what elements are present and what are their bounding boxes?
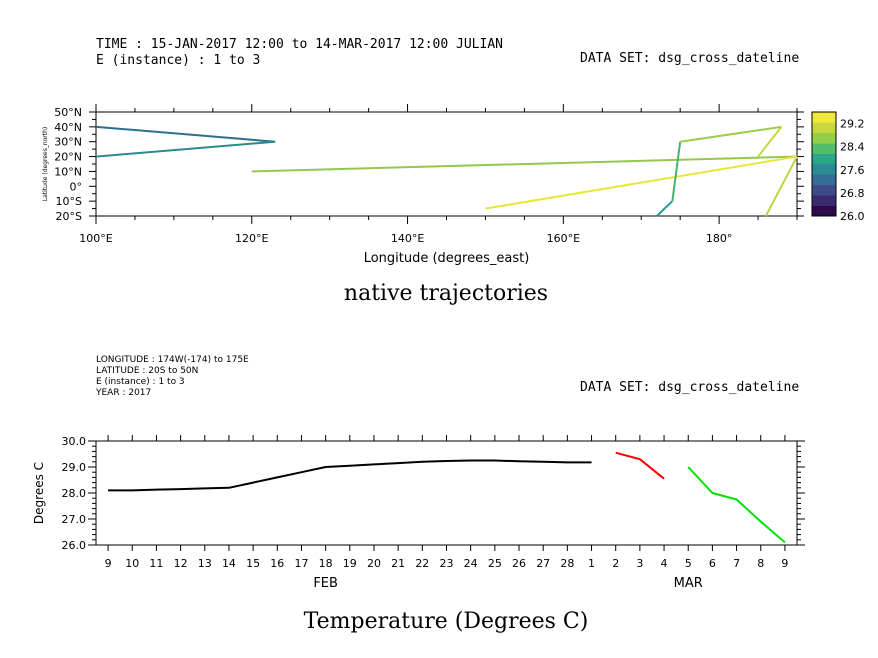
ts-day-label: 5	[685, 557, 692, 570]
trajectory-segment	[757, 126, 783, 158]
ts-day-label: 14	[222, 557, 236, 570]
ts-day-label: 12	[174, 557, 188, 570]
ts-y-tick-label: 29.0	[62, 461, 87, 474]
ts-y-tick-label: 30.0	[62, 435, 87, 448]
ts-day-label: 11	[149, 557, 163, 570]
ts-day-label: 21	[391, 557, 405, 570]
colorbar-label: 26.0	[840, 210, 865, 223]
colorbar-swatch	[812, 153, 836, 165]
ts-day-label: 16	[270, 557, 284, 570]
ts-day-label: 1	[588, 557, 595, 570]
trajectory-segment	[95, 125, 276, 143]
map-x-tick-label: 180°	[706, 232, 733, 245]
trajectory-segment	[680, 125, 782, 143]
colorbar-frame	[811, 111, 837, 217]
temperature-series-line	[615, 451, 665, 480]
ts-month-label: MAR	[674, 576, 703, 591]
trajectory-segment	[671, 141, 682, 202]
trajectory-segment	[656, 200, 674, 217]
colorbar-label: 26.8	[840, 187, 865, 200]
trajectory-segment	[251, 155, 798, 173]
trajectory-segment	[764, 156, 798, 217]
ts-day-label: 6	[709, 557, 716, 570]
ts-day-label: 9	[781, 557, 788, 570]
ts-day-label: 25	[488, 557, 502, 570]
map-y-tick-label: 10°N	[54, 165, 82, 178]
ts-day-label: 28	[560, 557, 574, 570]
ts-day-label: 7	[733, 557, 740, 570]
ts-day-label: 22	[415, 557, 429, 570]
top-plot-title: native trajectories	[344, 281, 548, 306]
ts-day-label: 20	[367, 557, 381, 570]
ts-y-axis-label: Degrees C	[32, 462, 46, 524]
colorbar-swatch	[812, 112, 836, 123]
ts-day-label: 3	[636, 557, 643, 570]
colorbar-swatch	[812, 122, 836, 134]
ts-day-label: 2	[612, 557, 619, 570]
map-x-tick-label: 120°E	[235, 232, 268, 245]
map-x-axis-label: Longitude (degrees_east)	[364, 251, 530, 266]
map-y-tick-label: 30°N	[54, 136, 82, 149]
ts-day-label: 27	[536, 557, 550, 570]
ts-day-label: 24	[464, 557, 478, 570]
ts-day-label: 18	[319, 557, 333, 570]
colorbar-swatch	[812, 174, 836, 186]
trajectory-segment	[485, 155, 798, 210]
ts-y-tick-label: 26.0	[62, 539, 87, 552]
map-y-tick-label: 0°	[70, 180, 83, 193]
ts-day-label: 4	[661, 557, 668, 570]
ts-day-label: 19	[343, 557, 357, 570]
ts-y-tick-label: 27.0	[62, 513, 87, 526]
map-y-tick-label: 20°S	[56, 210, 82, 223]
ts-month-label: FEB	[313, 576, 338, 591]
bottom-header-line-1: LONGITUDE : 174W(-174) to 175E	[96, 355, 249, 365]
temperature-series-line	[108, 459, 592, 492]
map-x-tick-label: 140°E	[391, 232, 424, 245]
ts-day-label: 8	[757, 557, 764, 570]
trajectory-map-plot: 100°E 120°E 140°E 160°E 180° 50°N 40°N 30°N 20°N…	[42, 104, 865, 266]
temperature-series-line	[687, 466, 786, 544]
top-time-header: TIME : 15-JAN-2017 12:00 to 14-MAR-2017 …	[96, 37, 503, 52]
map-frame	[95, 111, 798, 217]
colorbar-swatch	[812, 143, 836, 154]
colorbar-swatch	[812, 164, 836, 175]
ts-day-label: 26	[512, 557, 526, 570]
map-x-tick-label: 160°E	[547, 232, 580, 245]
map-y-tick-label: 10°S	[56, 195, 82, 208]
top-instance-header: E (instance) : 1 to 3	[96, 53, 260, 68]
bottom-plot-title: Temperature (Degrees C)	[304, 609, 589, 634]
ts-day-label: 13	[198, 557, 212, 570]
colorbar-label: 27.6	[840, 164, 865, 177]
ts-day-label: 10	[125, 557, 139, 570]
map-x-tick-label: 100°E	[79, 232, 112, 245]
map-y-axis-label: Latitude (degrees_north)	[42, 127, 49, 202]
colorbar-label: 29.2	[840, 118, 865, 131]
colorbar-label: 28.4	[840, 141, 865, 154]
ts-day-label: 9	[105, 557, 112, 570]
colorbar-swatch	[812, 205, 836, 217]
bottom-header-line-2: LATITUDE : 20S to 50N	[96, 366, 198, 376]
map-y-tick-label: 40°N	[54, 121, 82, 134]
trajectory-segment	[95, 140, 276, 158]
colorbar-swatch	[812, 184, 836, 196]
map-y-tick-label: 50°N	[54, 106, 82, 119]
ts-frame	[95, 440, 798, 546]
ts-day-label: 17	[294, 557, 308, 570]
bottom-header-line-3: E (instance) : 1 to 3	[96, 377, 185, 387]
temperature-timeseries-plot: 9 10 11 12 13 14 15 16 17 18 19 20 21 22 23 24 25 26 27 28 1…	[32, 435, 805, 591]
bottom-header-line-4: YEAR : 2017	[95, 388, 151, 398]
ts-day-label: 15	[246, 557, 260, 570]
top-dataset-label: DATA SET: dsg_cross_dateline	[580, 51, 799, 66]
bottom-dataset-label: DATA SET: dsg_cross_dateline	[580, 380, 799, 395]
ts-day-label: 23	[440, 557, 454, 570]
colorbar-swatch	[812, 132, 836, 144]
ts-y-tick-label: 28.0	[62, 487, 87, 500]
map-y-tick-label: 20°N	[54, 151, 82, 164]
colorbar-swatch	[812, 195, 836, 206]
